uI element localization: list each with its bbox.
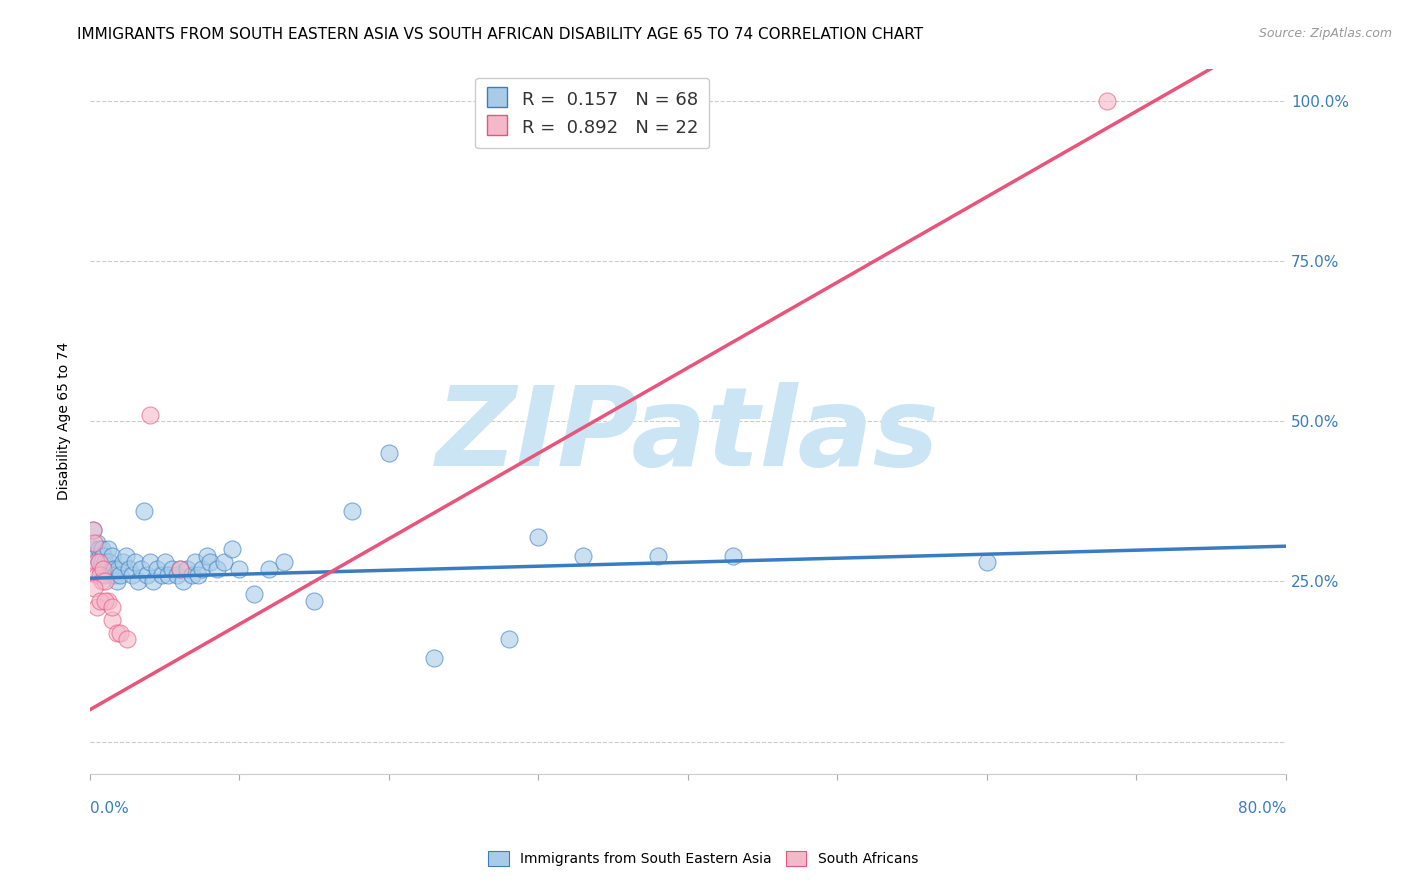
Point — [172, 574, 194, 589]
Legend: R =  0.157   N = 68, R =  0.892   N = 22: R = 0.157 N = 68, R = 0.892 N = 22 — [475, 78, 710, 148]
Point — [129, 561, 152, 575]
Text: 0.0%: 0.0% — [90, 801, 129, 815]
Point — [127, 574, 149, 589]
Point — [82, 523, 104, 537]
Legend: Immigrants from South Eastern Asia, South Africans: Immigrants from South Eastern Asia, Sout… — [482, 846, 924, 871]
Point — [273, 555, 295, 569]
Point — [97, 542, 120, 557]
Point — [191, 561, 214, 575]
Point — [94, 568, 117, 582]
Point — [83, 581, 105, 595]
Point — [117, 632, 139, 647]
Point — [243, 587, 266, 601]
Point — [84, 549, 107, 563]
Point — [138, 555, 160, 569]
Point — [527, 530, 550, 544]
Point — [105, 625, 128, 640]
Point — [100, 568, 122, 582]
Point — [86, 600, 108, 615]
Point — [105, 574, 128, 589]
Point — [89, 568, 111, 582]
Point — [156, 568, 179, 582]
Point — [84, 555, 107, 569]
Point — [101, 600, 124, 615]
Point — [89, 549, 111, 563]
Point — [103, 561, 125, 575]
Point — [214, 555, 236, 569]
Point — [146, 561, 169, 575]
Text: ZIPatlas: ZIPatlas — [436, 382, 939, 489]
Point — [302, 593, 325, 607]
Point — [111, 555, 134, 569]
Point — [498, 632, 520, 647]
Point — [90, 542, 112, 557]
Point — [104, 568, 127, 582]
Point — [121, 568, 143, 582]
Point — [90, 555, 112, 569]
Point — [118, 561, 141, 575]
Point — [89, 561, 111, 575]
Point — [647, 549, 669, 563]
Point — [135, 568, 157, 582]
Point — [132, 504, 155, 518]
Point — [90, 574, 112, 589]
Point — [94, 574, 117, 589]
Point — [221, 542, 243, 557]
Text: IMMIGRANTS FROM SOUTH EASTERN ASIA VS SOUTH AFRICAN DISABILITY AGE 65 TO 74 CORR: IMMIGRANTS FROM SOUTH EASTERN ASIA VS SO… — [77, 27, 924, 42]
Point — [176, 561, 198, 575]
Point — [93, 561, 115, 575]
Point — [259, 561, 281, 575]
Point — [1095, 94, 1118, 108]
Point — [228, 561, 250, 575]
Point — [124, 555, 146, 569]
Point — [169, 561, 191, 575]
Point — [94, 593, 117, 607]
Point — [198, 555, 221, 569]
Point — [183, 555, 205, 569]
Point — [721, 549, 744, 563]
Point — [187, 568, 209, 582]
Point — [108, 568, 131, 582]
Point — [101, 561, 124, 575]
Point — [572, 549, 595, 563]
Point — [98, 555, 121, 569]
Point — [976, 555, 998, 569]
Point — [87, 542, 110, 557]
Point — [169, 561, 191, 575]
Point — [107, 561, 129, 575]
Y-axis label: Disability Age 65 to 74: Disability Age 65 to 74 — [58, 343, 72, 500]
Text: Source: ZipAtlas.com: Source: ZipAtlas.com — [1258, 27, 1392, 40]
Point — [97, 593, 120, 607]
Point — [86, 568, 108, 582]
Point — [93, 549, 115, 563]
Point — [101, 549, 124, 563]
Point — [180, 568, 202, 582]
Point — [83, 536, 105, 550]
Point — [378, 446, 401, 460]
Point — [205, 561, 228, 575]
Point — [94, 555, 117, 569]
Point — [138, 408, 160, 422]
Point — [87, 555, 110, 569]
Point — [82, 523, 104, 537]
Point — [108, 625, 131, 640]
Point — [142, 574, 165, 589]
Point — [114, 549, 136, 563]
Point — [89, 593, 111, 607]
Point — [160, 561, 183, 575]
Point — [166, 568, 188, 582]
Point — [153, 555, 176, 569]
Point — [195, 549, 218, 563]
Point — [101, 613, 124, 627]
Point — [150, 568, 173, 582]
Point — [93, 561, 115, 575]
Point — [87, 555, 110, 569]
Text: 80.0%: 80.0% — [1237, 801, 1286, 815]
Point — [423, 651, 446, 665]
Point — [83, 542, 105, 557]
Point — [96, 561, 118, 575]
Point — [86, 536, 108, 550]
Point — [340, 504, 363, 518]
